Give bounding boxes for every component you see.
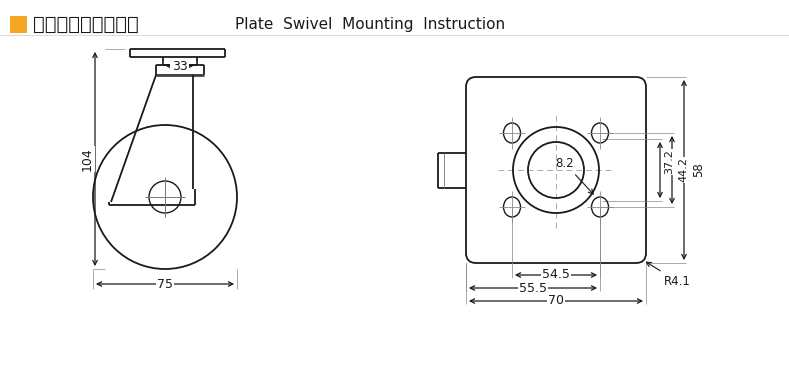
Text: 104: 104 <box>80 147 94 171</box>
Text: 37.2: 37.2 <box>664 150 674 174</box>
Text: 58: 58 <box>692 163 705 177</box>
Text: Plate  Swivel  Mounting  Instruction: Plate Swivel Mounting Instruction <box>235 16 505 31</box>
Text: 75: 75 <box>157 277 173 291</box>
Text: 平顶万向安装尺寸图: 平顶万向安装尺寸图 <box>33 15 139 34</box>
Text: 54.5: 54.5 <box>542 269 570 281</box>
Text: 33: 33 <box>172 59 187 73</box>
Bar <box>10 16 27 33</box>
FancyBboxPatch shape <box>466 77 646 263</box>
Text: 8.2: 8.2 <box>555 157 593 194</box>
Text: 55.5: 55.5 <box>519 281 547 295</box>
Text: R4.1: R4.1 <box>646 262 691 288</box>
Text: 70: 70 <box>548 295 564 307</box>
Text: 44.2: 44.2 <box>678 158 688 182</box>
